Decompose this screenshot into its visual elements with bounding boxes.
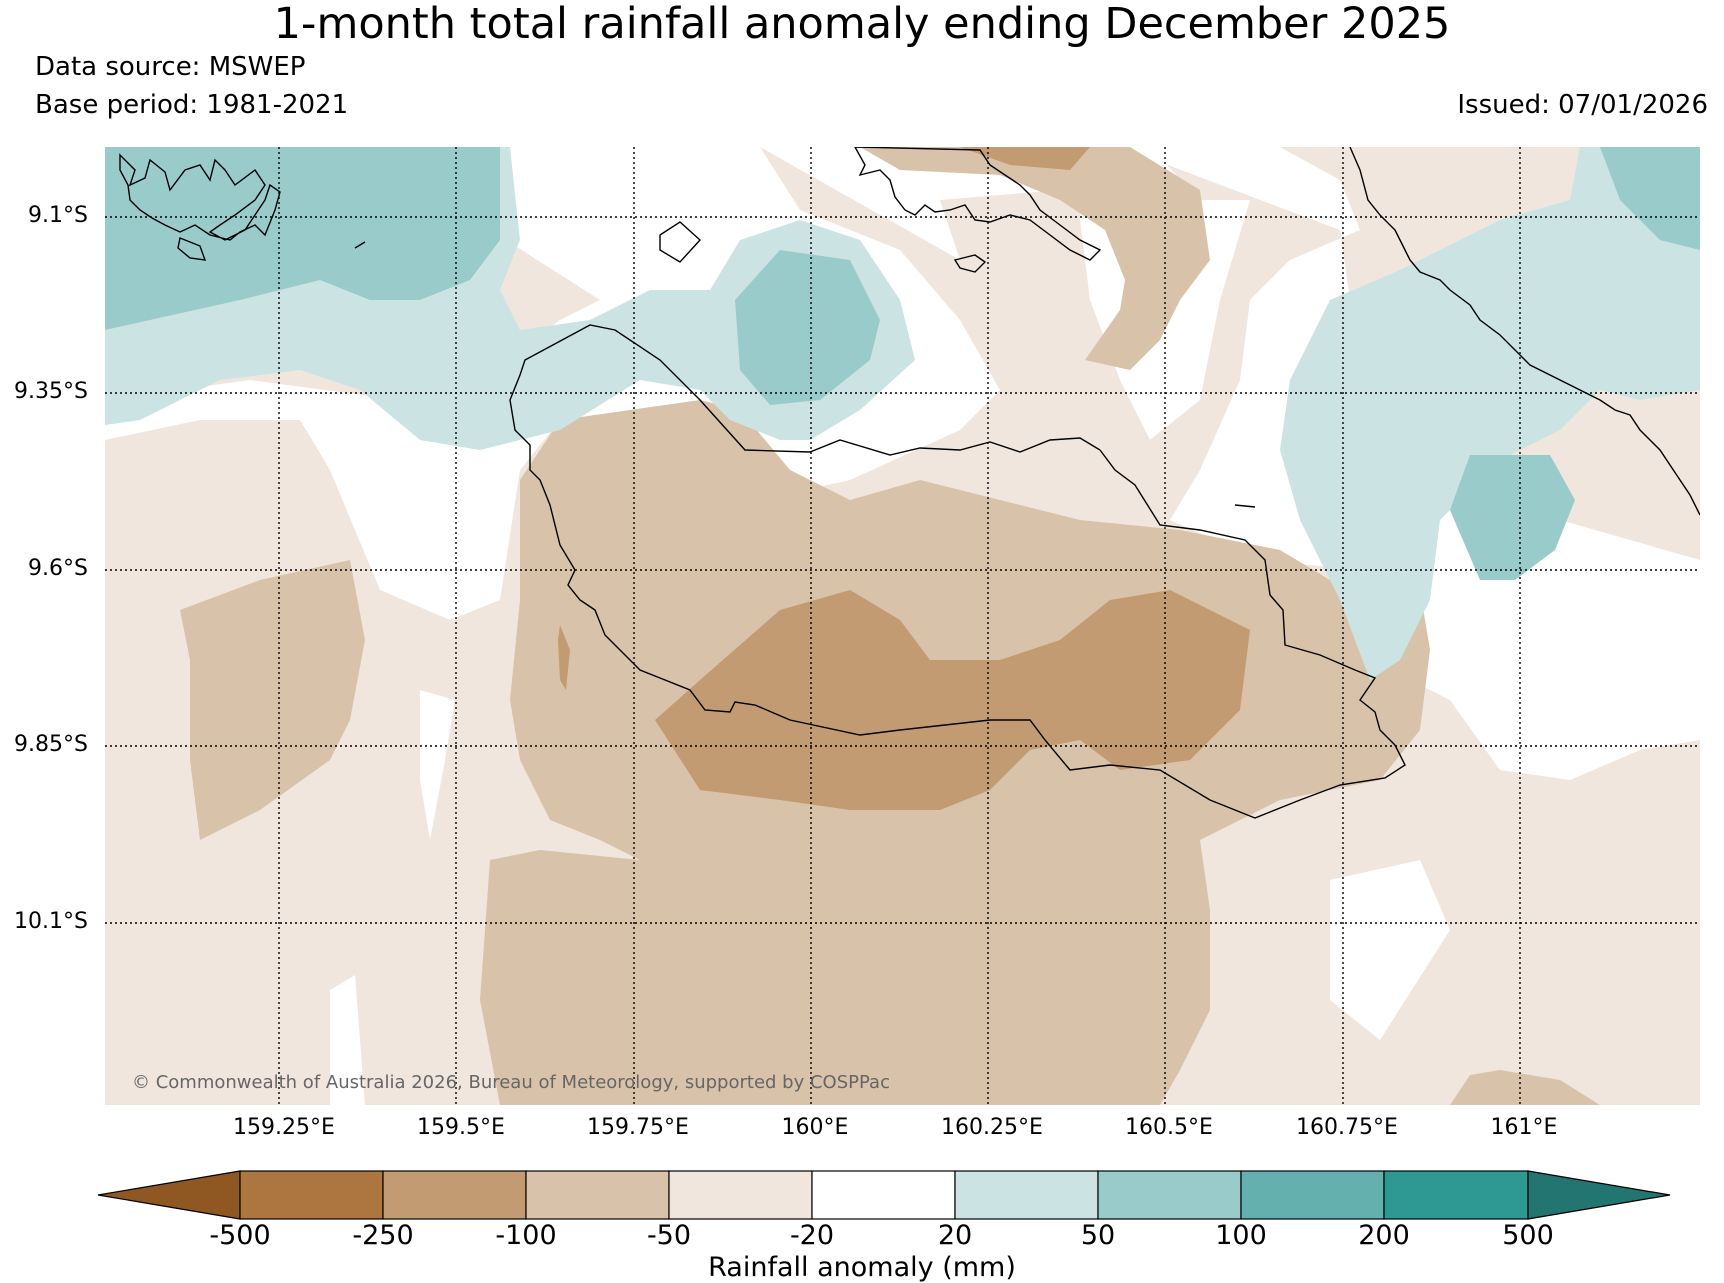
longitude-label: 160.25°E	[941, 1115, 1043, 1140]
malaita-coastline	[1349, 147, 1700, 516]
graticule	[105, 147, 1700, 1105]
colorbar-bin	[382, 1170, 527, 1220]
map-title: 1-month total rainfall anomaly ending De…	[273, 0, 1451, 49]
colorbar-tick-label: -50	[646, 1220, 692, 1251]
colorbar-bin	[668, 1170, 813, 1220]
small-islet-2	[354, 241, 366, 249]
colorbar-tick-label: 200	[1358, 1220, 1410, 1251]
colorbar-extend-low	[97, 1170, 241, 1220]
colorbar-bin	[1383, 1170, 1529, 1220]
latitude-label: 9.35°S	[14, 379, 88, 404]
longitude-label: 160°E	[781, 1115, 849, 1140]
colorbar-title: Rainfall anomaly (mm)	[708, 1252, 1016, 1283]
colorbar-bin	[1097, 1170, 1242, 1220]
guadalcanal-coastline	[509, 324, 1406, 819]
issued-date-label: Issued: 07/01/2026	[1457, 90, 1708, 120]
colorbar-tick-label: -20	[789, 1220, 835, 1251]
colorbar-tick-label: 20	[937, 1220, 973, 1251]
wet-areas	[105, 147, 1700, 580]
colorbar-extend-high	[1527, 1170, 1671, 1220]
longitude-label: 159.5°E	[417, 1115, 505, 1140]
longitude-label: 160.75°E	[1296, 1115, 1398, 1140]
longitude-label: 159.25°E	[233, 1115, 335, 1140]
colorbar-bin	[811, 1170, 956, 1220]
strong-dry-areas	[558, 147, 1250, 810]
colorbar-bin	[525, 1170, 670, 1220]
colorbar-bin	[1240, 1170, 1385, 1220]
ngella-coastline	[119, 153, 281, 261]
small-islet	[1234, 504, 1256, 508]
anomaly-contours	[105, 147, 1700, 1105]
colorbar-tick-label: -250	[352, 1220, 414, 1251]
base-period-label: Base period: 1981-2021	[35, 90, 349, 120]
latitude-label: 9.1°S	[28, 203, 88, 228]
colorbar	[97, 1170, 1671, 1220]
colorbar-bin	[239, 1170, 384, 1220]
longitude-label: 160.5°E	[1125, 1115, 1213, 1140]
colorbar-bin	[954, 1170, 1099, 1220]
latitude-label: 10.1°S	[14, 909, 88, 934]
florida-coastline	[854, 147, 1102, 273]
longitude-label: 159.75°E	[587, 1115, 689, 1140]
colorbar-tick-label: -500	[209, 1220, 271, 1251]
colorbar-tick-label: 500	[1502, 1220, 1554, 1251]
latitude-label: 9.85°S	[14, 732, 88, 757]
colorbar-tick-label: 50	[1080, 1220, 1116, 1251]
data-source-label: Data source: MSWEP	[35, 52, 306, 82]
copyright-credit: © Commonwealth of Australia 2026, Bureau…	[132, 1072, 890, 1093]
longitude-label: 161°E	[1490, 1115, 1558, 1140]
coastlines	[119, 147, 1700, 819]
colorbar-tick-label: -100	[495, 1220, 557, 1251]
latitude-label: 9.6°S	[28, 556, 88, 581]
small-island	[659, 221, 701, 263]
colorbar-tick-label: 100	[1215, 1220, 1267, 1251]
